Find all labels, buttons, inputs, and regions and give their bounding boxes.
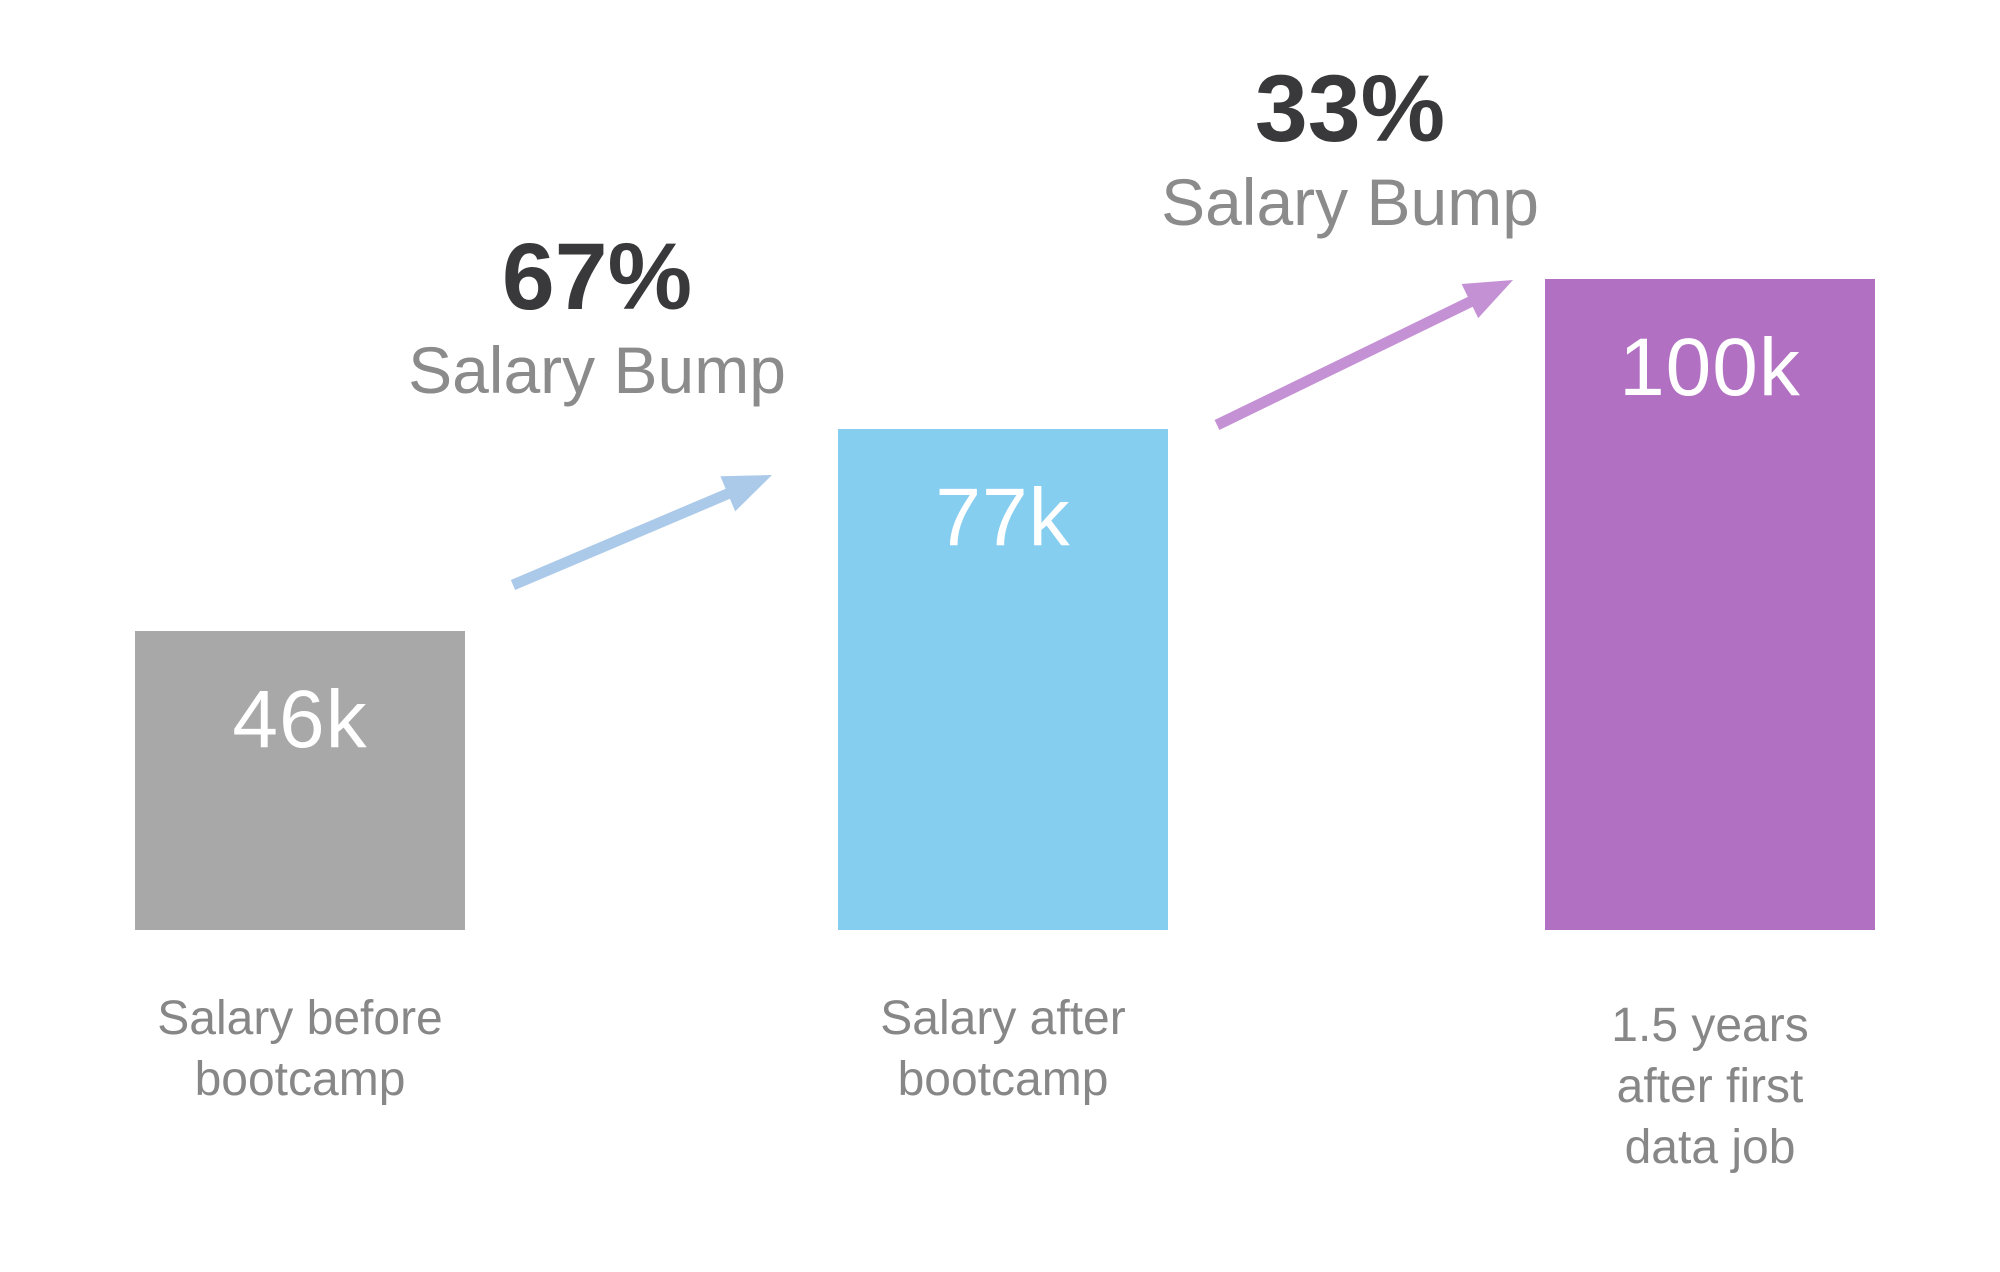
bar-value-label: 100k [1619,322,1801,413]
bar-value-label: 46k [232,674,368,765]
annotation-bump-1: 67% Salary Bump [337,224,857,407]
bump-arrow-1-head [720,475,772,512]
bump-arrow-1-line [510,486,735,591]
category-label-after-first-data-job: 1.5 years after first data job [1611,999,1809,1174]
bump-2-label: Salary Bump [1161,165,1539,239]
bump-arrow-2-line [1214,295,1477,430]
bump-1-percentage: 67% [501,224,693,330]
bump-arrow-1 [510,475,772,591]
bump-1-label: Salary Bump [408,333,786,407]
category-label-salary-before-bootcamp: Salary before bootcamp [157,992,443,1106]
annotation-bump-2: 33% Salary Bump [1090,56,1610,239]
bar-salary-before-bootcamp: 46k [135,631,465,930]
category-label-salary-after-bootcamp: Salary after bootcamp [880,992,1126,1106]
bump-arrow-2-head [1461,280,1513,319]
bar-1-5-years-after-first-data-job: 100k [1545,279,1875,930]
bump-arrow-2 [1214,280,1513,430]
bar-value-label: 77k [935,472,1071,563]
bar-salary-after-bootcamp: 77k [838,429,1168,930]
bump-2-percentage: 33% [1254,56,1446,162]
